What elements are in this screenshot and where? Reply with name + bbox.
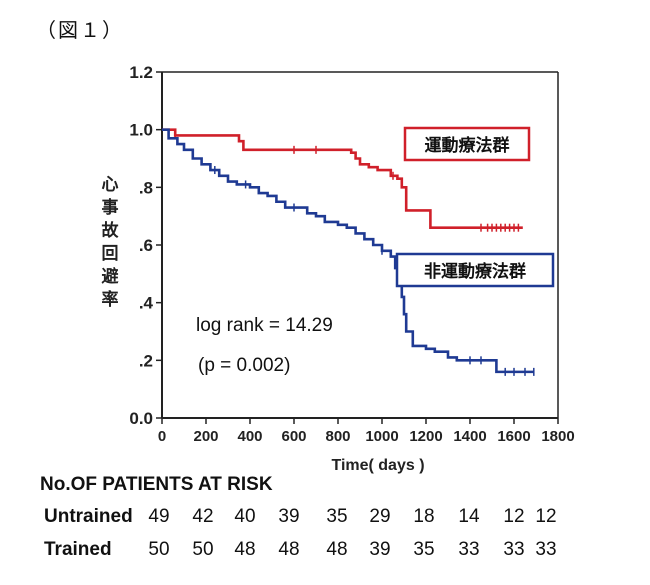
risk-cell: 48 bbox=[326, 539, 347, 560]
y-tick-label: 1.0 bbox=[129, 121, 153, 140]
y-axis-label-char: 回 bbox=[102, 244, 119, 264]
risk-cell: 33 bbox=[458, 539, 479, 560]
risk-cell: 12 bbox=[535, 506, 556, 527]
km-curve-trained bbox=[162, 128, 523, 229]
x-axis-label: Time( days ) bbox=[331, 457, 424, 474]
y-tick-label: .6 bbox=[139, 236, 153, 255]
risk-cell: 48 bbox=[278, 539, 299, 560]
y-axis-label-char: 故 bbox=[102, 220, 120, 241]
x-axis-ticks: 0 200 400 600 800 1000 1200 1400 1600 1800 bbox=[158, 418, 575, 445]
x-tick-label: 1200 bbox=[409, 428, 442, 445]
risk-cell: 39 bbox=[369, 539, 390, 560]
x-tick-label: 1400 bbox=[453, 428, 486, 445]
risk-cell: 14 bbox=[458, 506, 480, 527]
y-tick-label: 0.0 bbox=[129, 409, 153, 428]
risk-cell: 35 bbox=[326, 506, 347, 527]
legend-box bbox=[403, 126, 531, 162]
y-axis-ticks: 0.0 .2 .4 .6 .8 1.0 1.2 bbox=[129, 63, 162, 428]
risk-cell: 35 bbox=[413, 539, 434, 560]
risk-cell: 39 bbox=[278, 506, 299, 527]
risk-table: Untrained 49 42 40 39 35 29 18 14 12 12 Trained 50 50… bbox=[44, 506, 557, 560]
y-tick-label: .4 bbox=[139, 294, 154, 313]
risk-cell: 50 bbox=[192, 539, 213, 560]
figure-label: （図１） bbox=[36, 18, 124, 42]
risk-table-title: No.OF PATIENTS AT RISK bbox=[40, 474, 273, 495]
risk-cell: 50 bbox=[148, 539, 169, 560]
y-axis-label-char: 心 bbox=[102, 175, 119, 195]
risk-cell: 18 bbox=[413, 506, 434, 527]
y-tick-label: 1.2 bbox=[129, 63, 153, 82]
risk-cell: 40 bbox=[234, 506, 255, 527]
series-lines bbox=[162, 128, 535, 376]
km-curve-untrained bbox=[162, 128, 534, 374]
y-axis-label-char: 事 bbox=[102, 198, 119, 218]
x-tick-label: 200 bbox=[193, 428, 218, 445]
y-axis-label-char: 避 bbox=[102, 266, 119, 287]
y-axis-label-char: 率 bbox=[102, 289, 119, 310]
legend-box bbox=[395, 252, 555, 288]
risk-row-label: Trained bbox=[44, 539, 112, 560]
x-tick-label: 600 bbox=[281, 428, 306, 445]
legend-label: 非運動療法群 bbox=[424, 261, 526, 282]
y-tick-label: .8 bbox=[139, 178, 153, 197]
log-rank-annotation: log rank = 14.29 bbox=[196, 315, 333, 336]
risk-cell: 12 bbox=[503, 506, 524, 527]
x-tick-label: 0 bbox=[158, 428, 166, 445]
p-value-annotation: (p = 0.002) bbox=[198, 355, 290, 376]
x-tick-label: 1000 bbox=[365, 428, 398, 445]
risk-cell: 48 bbox=[234, 539, 255, 560]
risk-cell: 49 bbox=[148, 506, 169, 527]
x-tick-label: 400 bbox=[237, 428, 262, 445]
risk-row-label: Untrained bbox=[44, 506, 133, 527]
risk-cell: 33 bbox=[503, 539, 524, 560]
risk-cell: 33 bbox=[535, 539, 556, 560]
x-tick-label: 800 bbox=[325, 428, 350, 445]
x-tick-label: 1800 bbox=[541, 428, 574, 445]
risk-cell: 42 bbox=[192, 506, 213, 527]
x-tick-label: 1600 bbox=[497, 428, 530, 445]
y-tick-label: .2 bbox=[139, 351, 153, 370]
legend-label: 運動療法群 bbox=[425, 135, 510, 156]
risk-cell: 29 bbox=[369, 506, 390, 527]
